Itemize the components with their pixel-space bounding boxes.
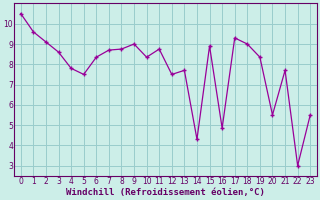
X-axis label: Windchill (Refroidissement éolien,°C): Windchill (Refroidissement éolien,°C) (66, 188, 265, 197)
